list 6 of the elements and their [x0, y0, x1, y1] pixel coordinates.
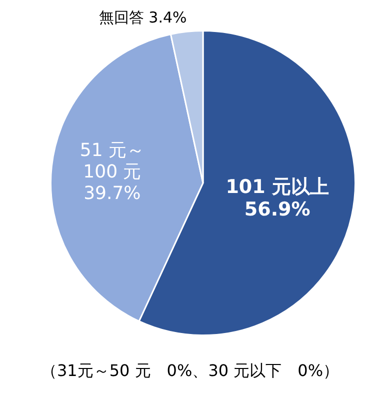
slice-label: 無回答 3.4% — [98, 8, 187, 27]
slice-label: 101 元以上 — [226, 176, 329, 198]
data-label: 56.9% — [244, 198, 310, 221]
data-label: 39.7% — [84, 183, 141, 204]
text: （31元～50 元 0%、30 元以下 0%） — [40, 361, 340, 380]
slice-label: 51 元～100 元 — [80, 140, 145, 183]
